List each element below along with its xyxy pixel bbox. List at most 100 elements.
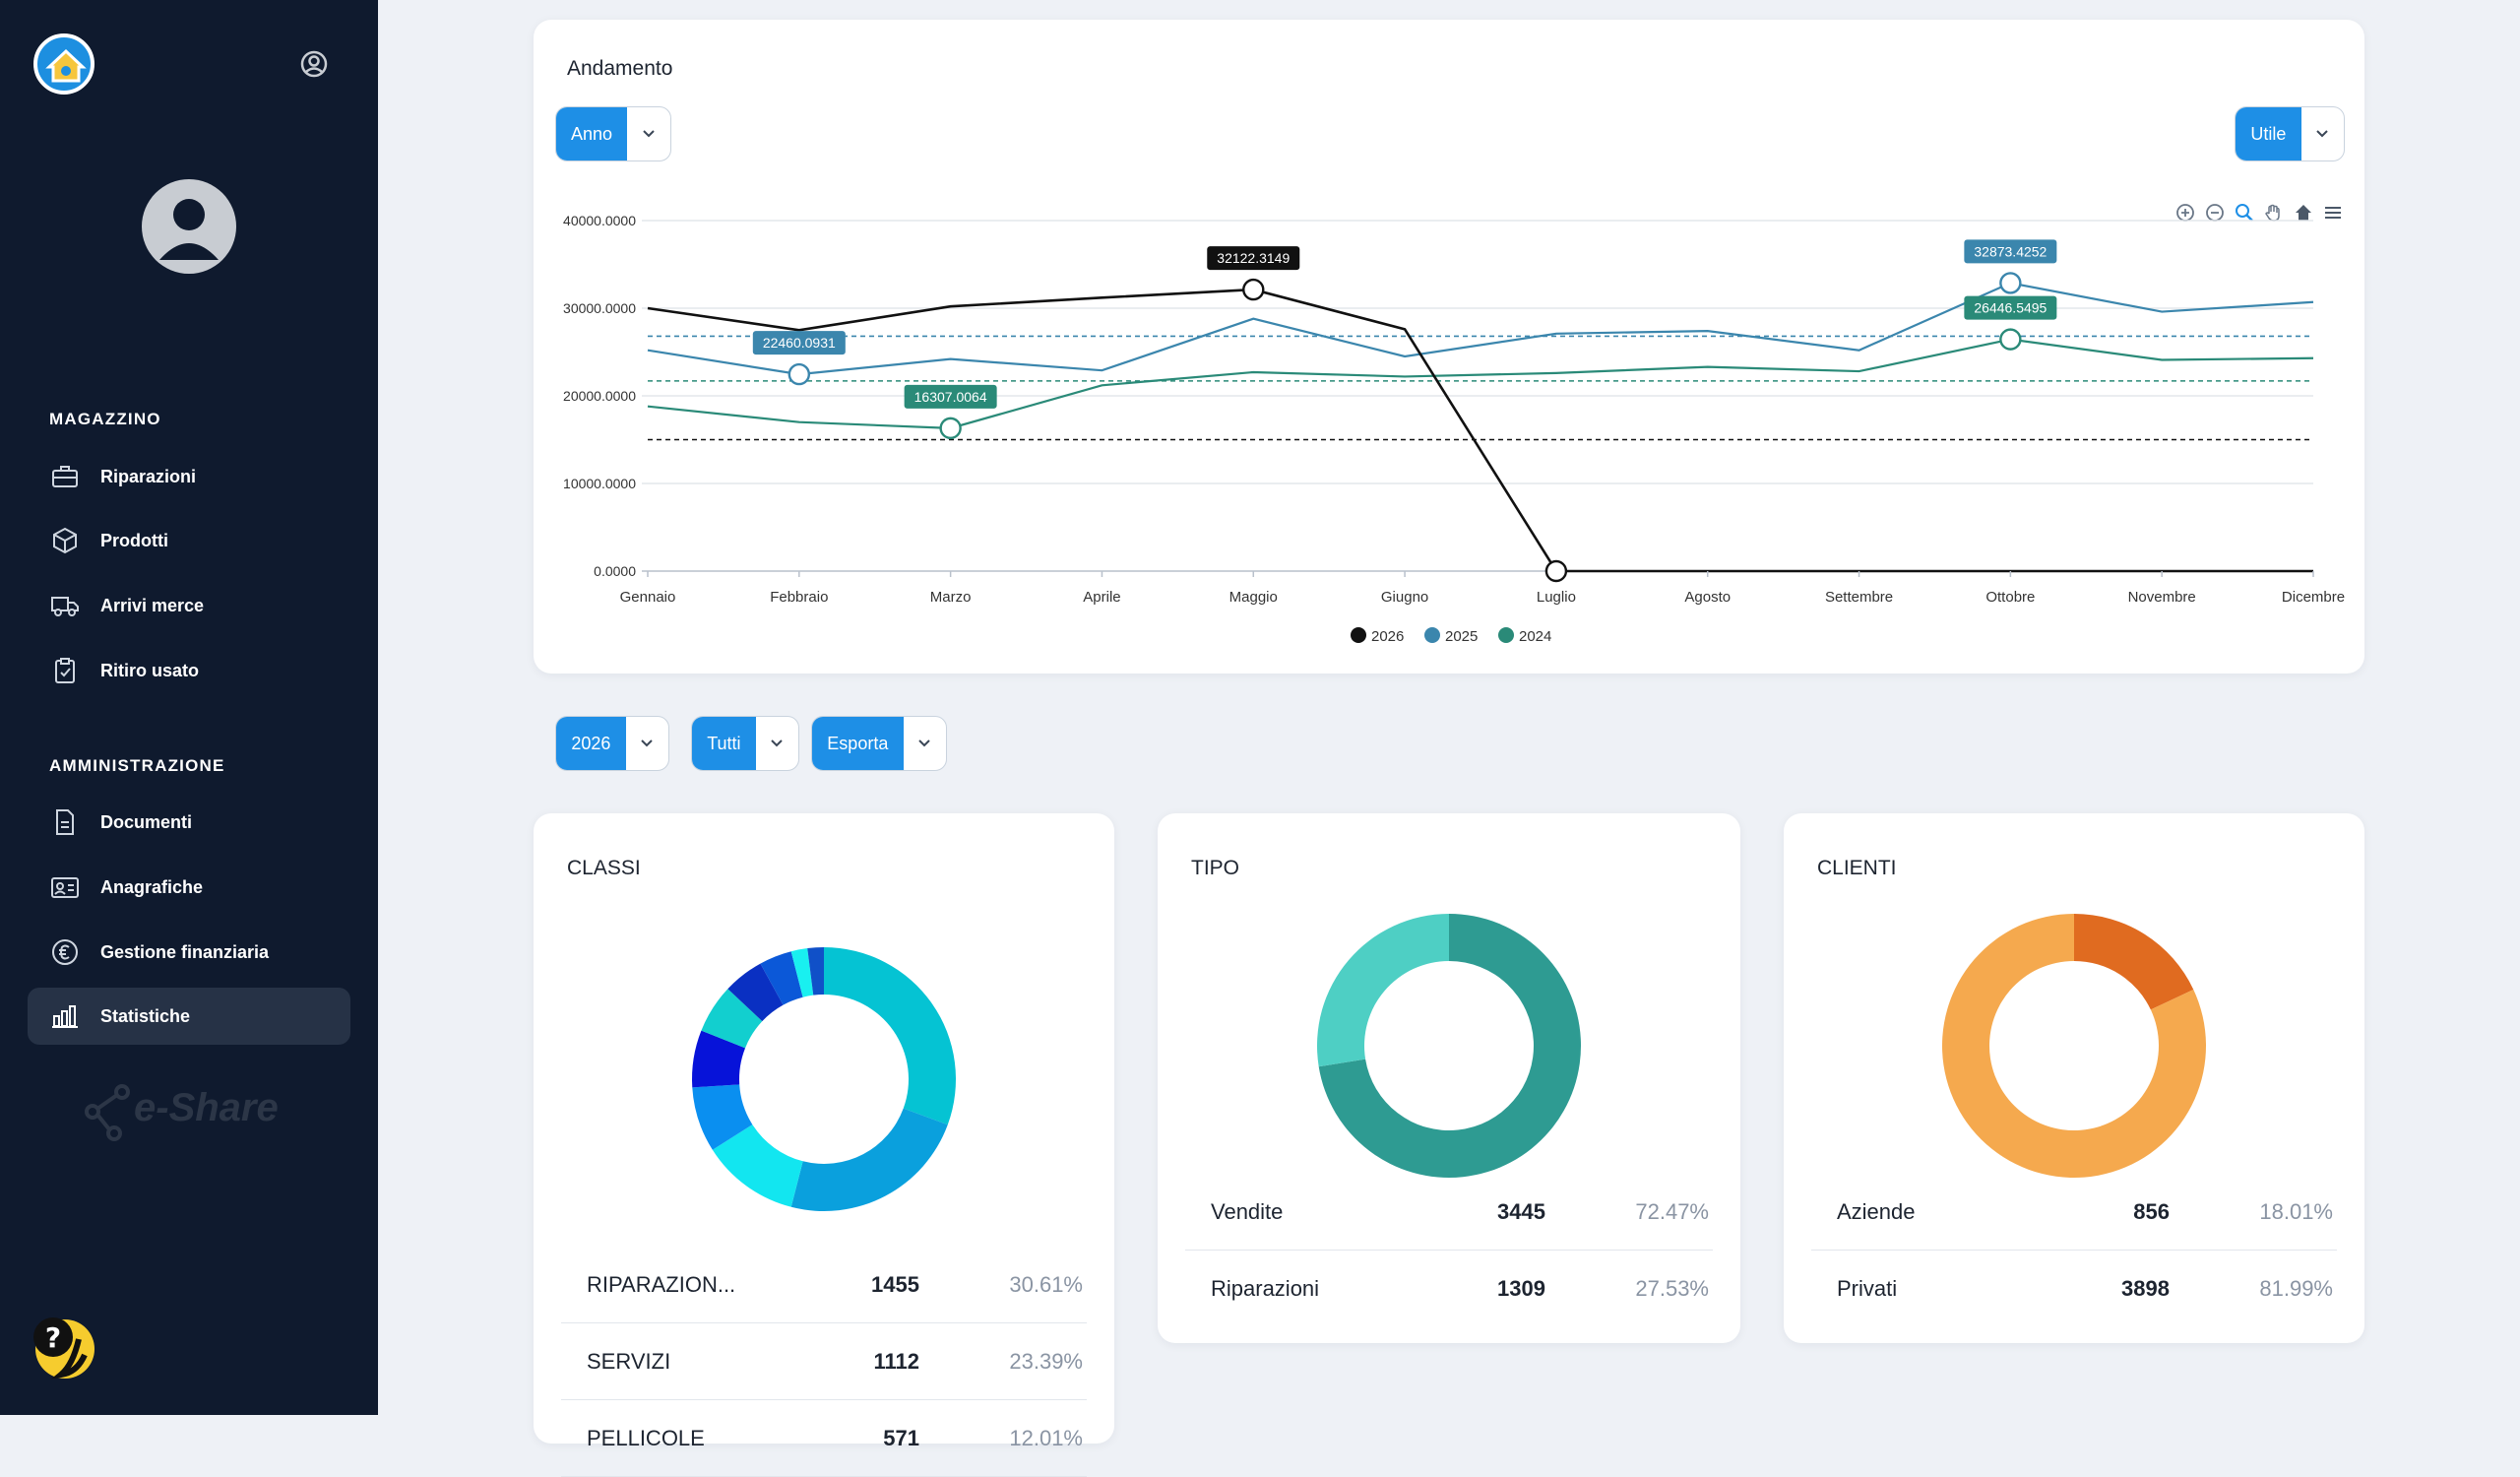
- data-label: 32122.3149: [1217, 250, 1290, 266]
- sidebar-item-riparazioni[interactable]: Riparazioni: [28, 448, 350, 505]
- list-item[interactable]: Aziende 856 18.01%: [1811, 1174, 2337, 1251]
- document-icon: [49, 806, 81, 838]
- period-select[interactable]: Anno: [555, 106, 671, 161]
- menu-icon[interactable]: [2323, 203, 2343, 223]
- data-point: [1999, 328, 2022, 351]
- x-tick-label: Settembre: [1825, 589, 1893, 606]
- sidebar-item-prodotti[interactable]: Prodotti: [28, 512, 350, 569]
- donut-slice: [712, 1124, 803, 1207]
- box-icon: [49, 525, 81, 556]
- briefcase-icon: [49, 461, 81, 492]
- period-button[interactable]: Anno: [556, 107, 627, 161]
- y-tick-label: 30000.0000: [563, 300, 636, 316]
- x-tick-label: Aprile: [1083, 589, 1120, 606]
- export-select[interactable]: Esporta: [811, 716, 947, 771]
- row-percent: 18.01%: [2259, 1198, 2333, 1224]
- clienti-title: CLIENTI: [1817, 857, 1897, 879]
- pan-hand-icon[interactable]: [2264, 203, 2284, 223]
- legend-marker: [1424, 627, 1440, 643]
- x-tick-label: Gennaio: [620, 589, 676, 606]
- x-tick-label: Novembre: [2128, 589, 2196, 606]
- truck-icon: [49, 590, 81, 621]
- donut-slice: [727, 963, 784, 1022]
- sidebar-item-label: Documenti: [100, 811, 193, 832]
- brand-name: e-Share: [134, 1086, 279, 1129]
- sidebar-item-documenti[interactable]: Documenti: [28, 794, 350, 851]
- export-button[interactable]: Esporta: [812, 717, 904, 770]
- chevron-down-icon[interactable]: [2301, 107, 2344, 161]
- home-icon[interactable]: [2294, 203, 2313, 223]
- tipo-donut-chart: [1317, 914, 1581, 1178]
- section-amministrazione: AMMINISTRAZIONE: [49, 756, 225, 775]
- y-tick-label: 10000.0000: [563, 476, 636, 491]
- sidebar-item-arrivi-merce[interactable]: Arrivi merce: [28, 577, 350, 634]
- x-tick-label: Luglio: [1537, 589, 1576, 606]
- donut-slice: [790, 1108, 948, 1211]
- user-circle-icon[interactable]: [299, 49, 329, 79]
- tipo-title: TIPO: [1191, 857, 1240, 879]
- data-label-box: [752, 331, 846, 355]
- row-count: 1455: [871, 1271, 919, 1297]
- row-count: 571: [883, 1425, 919, 1450]
- classi-card: CLASSI RIPARAZION... 1455 30.61% SERVIZI…: [534, 813, 1114, 1477]
- sidebar-item-gestione-finanziaria[interactable]: Gestione finanziaria: [28, 924, 350, 981]
- avatar[interactable]: [142, 179, 236, 274]
- x-tick-label: Agosto: [1684, 589, 1731, 606]
- donut-slice: [2074, 914, 2194, 1010]
- list-item[interactable]: Vendite 3445 72.47%: [1185, 1174, 1713, 1251]
- row-percent: 27.53%: [1635, 1276, 1709, 1301]
- data-point: [1544, 559, 1568, 583]
- list-item[interactable]: SERVIZI 1112 23.39%: [561, 1323, 1087, 1400]
- donut-slice: [692, 1084, 753, 1150]
- chevron-down-icon[interactable]: [756, 717, 798, 770]
- app-logo[interactable]: [33, 33, 94, 95]
- list-item[interactable]: Privati 3898 81.99%: [1811, 1251, 2337, 1327]
- sidebar-item-label: Anagrafiche: [100, 876, 204, 897]
- legend-label: 2025: [1445, 628, 1478, 645]
- metric-select[interactable]: Utile: [2235, 106, 2345, 161]
- donut-slice: [1317, 914, 1449, 1067]
- donut-slice: [692, 1030, 746, 1088]
- sidebar: MAGAZZINO Riparazioni Prodotti Arrivi me…: [0, 0, 378, 1415]
- row-count: 1309: [1497, 1276, 1545, 1301]
- chevron-down-icon[interactable]: [904, 717, 946, 770]
- row-name: SERVIZI: [587, 1348, 671, 1374]
- sidebar-item-anagrafiche[interactable]: Anagrafiche: [28, 859, 350, 916]
- row-count: 3898: [2121, 1276, 2170, 1301]
- list-item[interactable]: Riparazioni 1309 27.53%: [1185, 1251, 1713, 1327]
- sidebar-item-statistiche[interactable]: Statistiche: [28, 988, 350, 1045]
- row-percent: 81.99%: [2259, 1276, 2333, 1301]
- donut-slice: [790, 948, 814, 997]
- row-percent: 72.47%: [1635, 1198, 1709, 1224]
- legend-label: 2026: [1371, 628, 1404, 645]
- euro-icon: [49, 936, 81, 968]
- data-label: 32873.4252: [1974, 243, 2047, 259]
- data-point: [1242, 278, 1265, 301]
- series-line-2024: [647, 338, 2314, 429]
- scope-select[interactable]: Tutti: [691, 716, 799, 771]
- row-percent: 12.01%: [1009, 1425, 1083, 1450]
- scope-button[interactable]: Tutti: [692, 717, 756, 770]
- chevron-down-icon[interactable]: [627, 107, 670, 161]
- chevron-down-icon[interactable]: [626, 717, 668, 770]
- x-tick-label: Ottobre: [1985, 589, 2035, 606]
- clipboard-icon: [49, 655, 81, 686]
- sidebar-item-ritiro-usato[interactable]: Ritiro usato: [28, 642, 350, 699]
- trend-card: Andamento Anno Utile Gennaio Febbraio Marz…: [534, 20, 2364, 674]
- metric-button[interactable]: Utile: [2236, 107, 2301, 161]
- svg-text:?: ?: [45, 1321, 61, 1354]
- list-item[interactable]: PELLICOLE 571 12.01%: [561, 1400, 1087, 1477]
- trend-line-chart: Gennaio Febbraio Marzo Aprile Maggio Giugno Lu…: [563, 213, 2345, 645]
- row-percent: 23.39%: [1009, 1348, 1083, 1374]
- year-button[interactable]: 2026: [556, 717, 626, 770]
- sidebar-item-label: Gestione finanziaria: [100, 941, 270, 962]
- y-tick-label: 0.0000: [594, 563, 636, 579]
- year-select[interactable]: 2026: [555, 716, 669, 771]
- help-icon[interactable]: ?: [28, 1310, 110, 1392]
- series-line-2025: [647, 282, 2314, 376]
- x-tick-label: Marzo: [930, 589, 972, 606]
- list-item[interactable]: RIPARAZION... 1455 30.61%: [561, 1247, 1087, 1323]
- magnifier-icon[interactable]: [2235, 203, 2254, 223]
- tipo-card: TIPO Vendite 3445 72.47% Riparazioni 130…: [1158, 813, 1740, 1343]
- data-label: 26446.5495: [1974, 300, 2047, 316]
